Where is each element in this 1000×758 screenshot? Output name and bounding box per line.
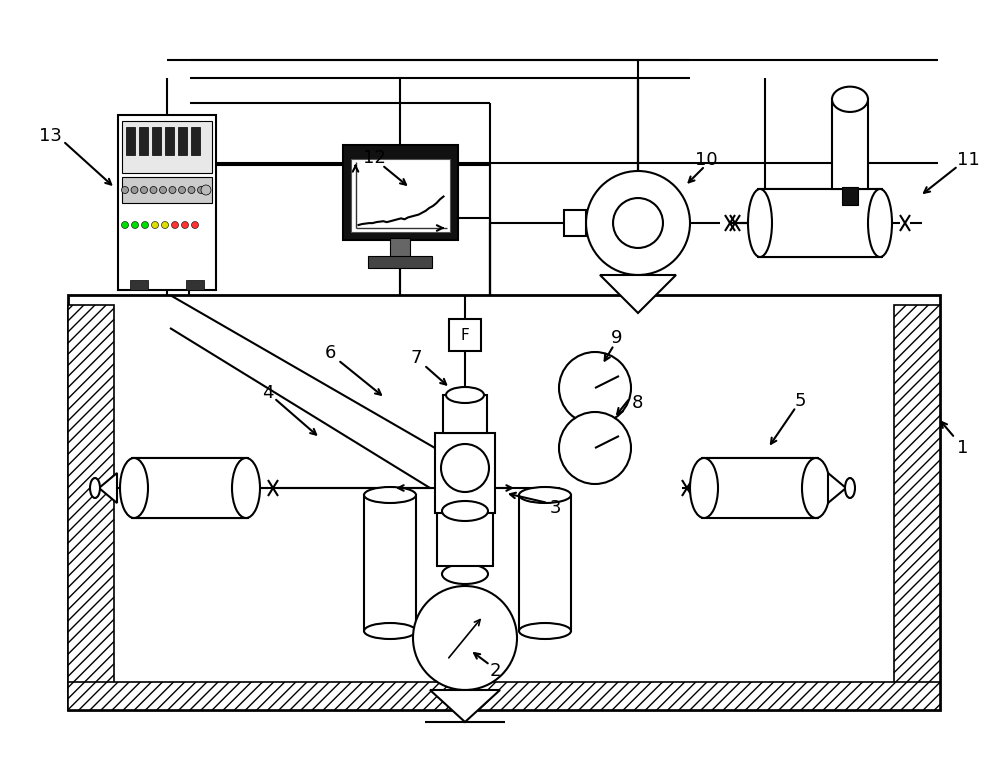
Circle shape (178, 186, 186, 193)
Circle shape (122, 186, 128, 193)
Ellipse shape (442, 501, 488, 521)
Bar (842, 187, 858, 205)
Bar (564, 210, 586, 236)
Bar (443, 395, 487, 433)
Bar (165, 127, 174, 155)
Text: F: F (461, 327, 469, 343)
Ellipse shape (364, 623, 416, 639)
Circle shape (162, 221, 168, 228)
Bar (437, 511, 493, 566)
Text: 8: 8 (631, 394, 643, 412)
Text: 5: 5 (794, 392, 806, 410)
Ellipse shape (690, 458, 718, 518)
Bar (351, 159, 450, 232)
Circle shape (172, 221, 178, 228)
Ellipse shape (868, 189, 892, 257)
Text: 4: 4 (262, 384, 274, 402)
Bar (126, 127, 135, 155)
Bar (122, 177, 212, 203)
Bar (368, 256, 432, 268)
Text: 2: 2 (489, 662, 501, 680)
Bar (68, 295, 940, 710)
Bar (342, 145, 458, 240)
Bar (894, 305, 940, 700)
Circle shape (152, 221, 158, 228)
Bar (702, 458, 818, 518)
Text: 12: 12 (363, 149, 385, 167)
Bar (449, 319, 481, 351)
Bar (130, 280, 148, 290)
Circle shape (201, 185, 211, 195)
Bar (191, 127, 200, 155)
Bar (758, 189, 882, 257)
Bar (435, 433, 495, 513)
Circle shape (182, 221, 188, 228)
Bar (68, 682, 940, 710)
Ellipse shape (442, 564, 488, 584)
Text: 1: 1 (957, 439, 969, 457)
Bar (832, 99, 868, 189)
Text: 13: 13 (39, 127, 61, 145)
Text: 9: 9 (611, 329, 623, 347)
Ellipse shape (832, 86, 868, 112)
Ellipse shape (120, 458, 148, 518)
Bar (68, 305, 114, 700)
Bar (122, 121, 212, 173)
Text: 7: 7 (410, 349, 422, 367)
Bar (519, 495, 571, 631)
Ellipse shape (519, 623, 571, 639)
Bar (152, 127, 161, 155)
Ellipse shape (446, 387, 484, 403)
Ellipse shape (845, 478, 855, 498)
Polygon shape (600, 275, 676, 313)
Text: 11: 11 (957, 151, 979, 169)
Circle shape (150, 186, 157, 193)
Polygon shape (430, 690, 500, 722)
Text: 6: 6 (324, 344, 336, 362)
Circle shape (132, 221, 138, 228)
Circle shape (613, 198, 663, 248)
Ellipse shape (364, 487, 416, 503)
Bar (132, 458, 248, 518)
Bar (186, 280, 204, 290)
Bar (118, 115, 216, 290)
Circle shape (188, 186, 195, 193)
Circle shape (131, 186, 138, 193)
Circle shape (441, 444, 489, 492)
Text: 10: 10 (695, 151, 717, 169)
Polygon shape (828, 473, 846, 503)
Ellipse shape (802, 458, 830, 518)
Circle shape (160, 186, 166, 193)
Bar (364, 495, 416, 631)
Circle shape (140, 186, 148, 193)
Ellipse shape (90, 478, 100, 498)
Circle shape (142, 221, 148, 228)
Polygon shape (99, 473, 117, 503)
Bar (139, 127, 148, 155)
Circle shape (192, 221, 198, 228)
Circle shape (198, 186, 205, 193)
Ellipse shape (232, 458, 260, 518)
Circle shape (413, 586, 517, 690)
Circle shape (559, 412, 631, 484)
Text: 3: 3 (549, 499, 561, 517)
Ellipse shape (748, 189, 772, 257)
Circle shape (586, 171, 690, 275)
Bar (178, 127, 187, 155)
Ellipse shape (519, 487, 571, 503)
Bar (390, 238, 410, 258)
Circle shape (169, 186, 176, 193)
Circle shape (122, 221, 128, 228)
Circle shape (559, 352, 631, 424)
